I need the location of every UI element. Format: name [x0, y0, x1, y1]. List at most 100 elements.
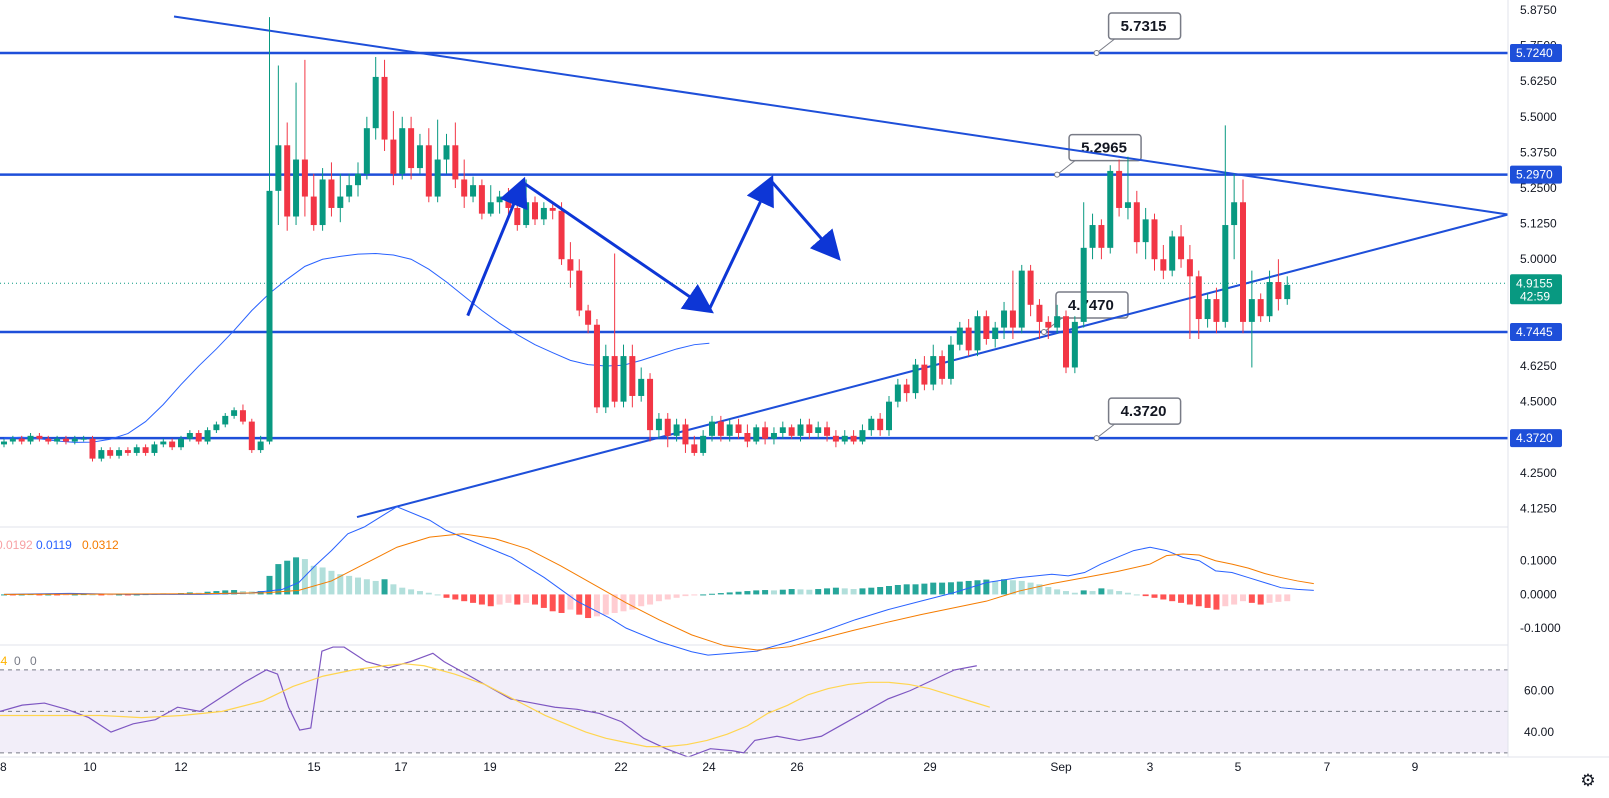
candle-body [178, 438, 184, 448]
candle-body [1001, 310, 1008, 328]
macd-histogram-bar [841, 588, 848, 595]
price-tick-label: 5.1250 [1520, 217, 1557, 231]
macd-histogram-bar [691, 594, 698, 596]
gear-icon[interactable]: ⚙ [1580, 771, 1596, 790]
macd-histogram-bar [1257, 594, 1264, 605]
callout-box [1068, 133, 1142, 162]
candle-body [877, 418, 884, 431]
candle-body [947, 344, 954, 379]
macd-histogram-bar [593, 594, 600, 617]
macd-histogram-bar [425, 592, 432, 595]
rsi-pane[interactable]: 44 00 [0, 646, 1508, 758]
macd-histogram-bar [1124, 592, 1131, 595]
macd-tick-label: 0.0000 [1520, 587, 1557, 601]
macd-histogram-bar [1195, 594, 1202, 607]
macd-histogram-bar [992, 580, 999, 595]
macd-histogram-bar [717, 593, 724, 595]
macd-histogram-bar [779, 589, 786, 595]
time-tick-label: 15 [307, 760, 321, 774]
candle-body [443, 145, 450, 160]
macd-signal-line [3, 533, 1314, 651]
candle-body [45, 438, 52, 442]
price-tick-label: 5.8750 [1520, 3, 1557, 17]
candle-body [567, 259, 574, 271]
macd-histogram-bar [700, 594, 707, 596]
candle-body [655, 418, 662, 431]
candle-body [89, 438, 96, 459]
candle-body [248, 421, 255, 451]
macd-histogram-bar [45, 594, 52, 596]
callout-anchor [1054, 171, 1061, 178]
callout-pointer [1056, 160, 1076, 176]
macd-histogram-bar [1001, 579, 1008, 595]
price-scale[interactable]: 5.87505.75005.62505.50005.37505.25005.12… [1507, 0, 1562, 757]
level-price-tag [1510, 43, 1562, 62]
macd-histogram-bar [381, 579, 388, 595]
candle-body [1151, 219, 1158, 260]
last-price-tag [1510, 274, 1562, 305]
candle-body [1240, 202, 1246, 322]
time-scale[interactable]: 8 10 12 15 17 19 22 24 26 29 Sep 3 5 7 9 [0, 756, 1609, 774]
macd-histogram-bar [815, 589, 822, 595]
macd-histogram-bar [408, 589, 415, 595]
macd-histogram-bar [1275, 594, 1282, 602]
candle-body [1213, 299, 1220, 322]
candle-body [558, 210, 565, 260]
candle-body [62, 438, 69, 442]
candle-body [956, 327, 963, 345]
macd-histogram-bar [1266, 594, 1273, 603]
callout-box [1107, 12, 1182, 40]
macd-histogram-bar [735, 591, 742, 595]
candle-body [779, 427, 786, 433]
candle-body [691, 444, 698, 453]
candle-body [390, 139, 397, 174]
macd-histogram-bar [328, 570, 335, 595]
macd-histogram-bar [98, 594, 105, 596]
candle-body [1063, 316, 1069, 368]
candle-body [133, 447, 140, 453]
candle-body [894, 384, 901, 402]
candle-body [222, 415, 229, 425]
macd-histogram-bar [832, 587, 839, 595]
macd-line [3, 506, 1314, 656]
macd-histogram-bar [673, 594, 680, 598]
candle-body [965, 327, 972, 351]
macd-histogram-bar [275, 564, 282, 595]
candle-body [744, 432, 751, 442]
rsi-tick-label: 60.00 [1524, 684, 1554, 698]
callout-label: 4.3720 [1121, 403, 1167, 420]
macd-histogram-bar [682, 594, 689, 597]
macd-histogram-bar [523, 594, 530, 603]
macd-histogram-bar [1284, 594, 1291, 602]
candle-body [735, 424, 742, 433]
level-price-tag-label: 5.7240 [1516, 46, 1553, 60]
last-price-label: 4.9155 [1516, 276, 1553, 290]
candle-body [1266, 282, 1273, 317]
macd-histogram-bar [824, 588, 831, 595]
candle-body [726, 424, 733, 436]
macd-histogram-bar [1160, 594, 1167, 600]
time-tick-label: Sep [1050, 760, 1072, 774]
macd-histogram-bar [868, 587, 875, 595]
macd-histogram-bar [54, 594, 61, 596]
candle-body [461, 179, 468, 197]
candle-body [1160, 259, 1167, 271]
candle-body [1222, 225, 1229, 322]
macd-histogram-bar [983, 579, 990, 595]
macd-histogram-bar [647, 594, 654, 605]
candle-body [1204, 299, 1211, 320]
candle-body [921, 364, 928, 385]
time-tick-label: 9 [1412, 760, 1419, 774]
macd-histogram-bar [355, 577, 361, 595]
time-tick-label: 26 [790, 760, 804, 774]
candle-body [549, 207, 556, 211]
candle-body [673, 424, 680, 436]
macd-histogram-bar [390, 584, 397, 595]
projection-arrow [521, 181, 714, 314]
candle-body [169, 441, 176, 448]
rsi-legend-value: 0 [30, 654, 37, 668]
candle-body [824, 427, 831, 436]
